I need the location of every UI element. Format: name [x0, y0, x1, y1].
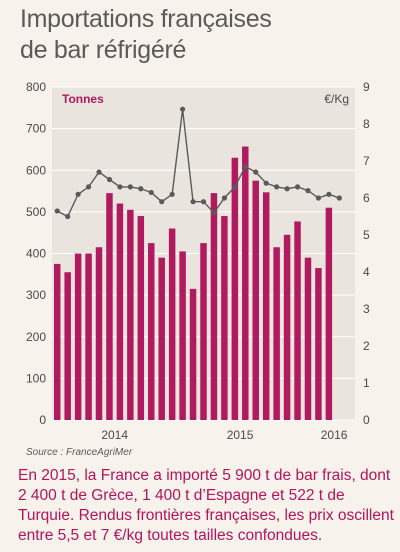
price-point — [106, 176, 113, 183]
price-point — [221, 195, 227, 201]
x-tick-label: 2015 — [227, 428, 254, 442]
tonnage-bar — [148, 243, 155, 420]
tonnage-bar — [273, 247, 280, 420]
tonnage-bar — [189, 288, 197, 420]
price-point — [294, 184, 301, 190]
right-tick-label: 9 — [363, 80, 370, 94]
price-point — [263, 180, 269, 186]
price-point — [127, 184, 133, 190]
tonnage-bar — [315, 268, 322, 420]
right-tick-label: 1 — [363, 376, 370, 390]
tonnage-bar — [137, 216, 145, 420]
price-point — [284, 186, 290, 192]
x-tick-label: 2014 — [101, 428, 128, 442]
right-tick-label: 4 — [363, 265, 370, 279]
tonnage-bar — [168, 228, 176, 420]
tonnage-bar — [127, 209, 134, 420]
tonnage-bar — [262, 192, 270, 420]
price-point — [190, 199, 196, 205]
right-tick-label: 5 — [363, 228, 370, 242]
left-tick-label: 300 — [26, 288, 46, 302]
left-tick-label: 200 — [26, 330, 46, 344]
price-point — [274, 184, 280, 190]
tonnes-axis-label: Tonnes — [62, 92, 104, 106]
tonnage-bar — [179, 251, 186, 420]
x-tick-label: 2016 — [321, 428, 348, 442]
price-point — [315, 195, 322, 201]
price-point — [54, 208, 60, 214]
right-tick-label: 6 — [363, 191, 370, 205]
source-note: Source : FranceAgriMer — [26, 447, 133, 458]
price-point — [180, 106, 186, 112]
left-tick-label: 100 — [26, 371, 46, 385]
tonnage-bars — [53, 146, 333, 420]
price-point — [326, 191, 332, 197]
price-point — [65, 213, 71, 220]
price-point — [242, 163, 248, 170]
price-point — [75, 191, 81, 197]
left-tick-label: 0 — [39, 413, 46, 427]
tonnage-bar — [210, 193, 218, 420]
price-point — [169, 191, 175, 197]
tonnage-bar — [294, 221, 301, 420]
right-tick-label: 2 — [363, 339, 370, 353]
title-line-1: Importations françaises — [20, 5, 272, 33]
left-tick-label: 700 — [26, 122, 46, 136]
right-tick-label: 8 — [363, 117, 370, 131]
tonnage-bar — [304, 257, 312, 420]
price-point — [336, 195, 342, 201]
page-title: Importations françaises de bar réfrigéré — [20, 4, 272, 66]
tonnage-bar — [116, 203, 124, 420]
tonnage-bar — [106, 193, 113, 420]
title-line-2: de bar réfrigéré — [20, 36, 187, 64]
tonnage-bar — [325, 207, 333, 420]
imports-chart: 0 100 200 300 400 500 600 700 800 0 1 2 3 4 5 6 7 8 9 201… — [26, 80, 370, 442]
price-point — [138, 186, 144, 192]
tonnage-bar — [64, 272, 71, 420]
left-axis: 0 100 200 300 400 500 600 700 800 — [26, 80, 46, 427]
tonnage-bar — [252, 180, 259, 420]
tonnage-bar — [283, 234, 291, 420]
tonnage-bar — [95, 247, 103, 420]
left-tick-label: 500 — [26, 205, 46, 219]
price-point — [85, 184, 92, 190]
price-axis-label: €/Kg — [324, 92, 349, 106]
tonnage-bar — [221, 216, 228, 420]
price-series — [54, 106, 342, 220]
price-point — [211, 210, 217, 216]
tonnage-bar — [200, 243, 207, 420]
tonnage-bar — [231, 157, 239, 420]
tonnage-bar — [158, 257, 165, 420]
price-line — [56, 109, 340, 218]
left-tick-label: 600 — [26, 163, 46, 177]
right-tick-label: 7 — [363, 154, 370, 168]
tonnage-bar — [74, 253, 82, 420]
price-point — [148, 189, 154, 196]
tonnage-bar — [242, 146, 249, 420]
price-point — [96, 169, 102, 175]
left-tick-label: 400 — [26, 247, 46, 261]
right-tick-label: 3 — [363, 302, 370, 316]
left-tick-label: 800 — [26, 80, 46, 94]
price-point — [232, 184, 238, 190]
right-axis: 0 1 2 3 4 5 6 7 8 9 — [363, 80, 370, 427]
price-point — [159, 199, 165, 205]
price-point — [117, 184, 123, 190]
tonnage-bar — [85, 253, 92, 420]
price-point — [200, 199, 207, 205]
tonnage-bar — [53, 263, 61, 420]
right-tick-label: 0 — [363, 413, 370, 427]
price-point — [253, 169, 259, 175]
caption-text: En 2015, la France a importé 5 900 t de … — [18, 467, 394, 544]
x-axis: 2014 2015 2016 — [101, 428, 347, 442]
price-point — [305, 188, 311, 194]
